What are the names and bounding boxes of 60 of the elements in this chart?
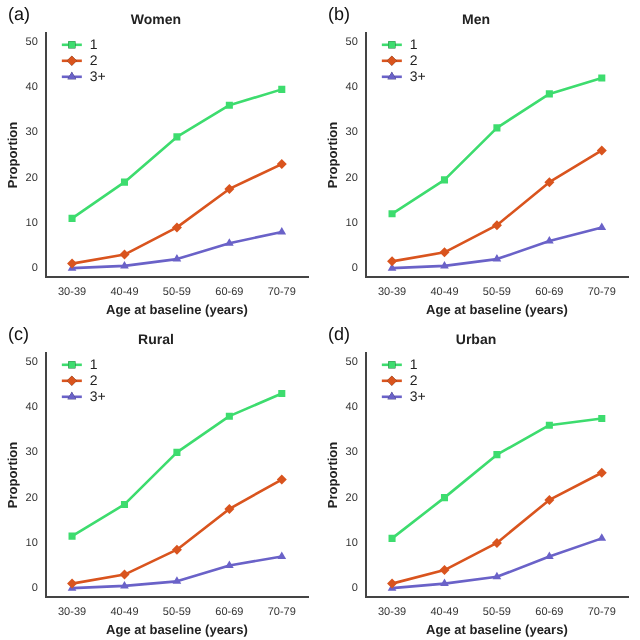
point [545, 551, 554, 559]
point [172, 254, 182, 262]
point [225, 238, 234, 246]
point [171, 222, 182, 233]
text: (a) [8, 4, 30, 24]
point [119, 249, 130, 260]
point [120, 580, 129, 589]
point [439, 247, 450, 258]
point [597, 533, 607, 541]
point [277, 551, 287, 559]
point [492, 571, 502, 580]
point [276, 474, 287, 485]
text: (d) [328, 324, 350, 344]
point [544, 494, 555, 505]
point [225, 412, 233, 420]
point [544, 177, 555, 188]
point [278, 85, 286, 93]
point [278, 390, 286, 398]
point [545, 421, 553, 429]
point [491, 537, 502, 548]
point [597, 222, 607, 230]
point [545, 235, 554, 244]
point [492, 254, 502, 262]
point [225, 101, 233, 109]
point [224, 503, 235, 514]
point [68, 532, 76, 540]
point [119, 569, 130, 580]
point [493, 451, 501, 459]
point [225, 560, 234, 569]
point [440, 260, 449, 269]
point [598, 414, 606, 422]
point [173, 448, 181, 456]
text: (b) [328, 4, 350, 24]
point [493, 124, 501, 132]
point [172, 576, 182, 584]
point [387, 256, 398, 267]
point [596, 145, 607, 156]
point [440, 494, 449, 502]
point [173, 133, 181, 141]
point [598, 74, 606, 82]
text: (c) [8, 324, 29, 344]
point [388, 534, 396, 542]
point [276, 159, 287, 170]
point [67, 258, 78, 269]
point [224, 183, 235, 194]
point [491, 220, 502, 231]
point [120, 178, 129, 186]
point [388, 210, 396, 218]
point [277, 226, 287, 235]
point [440, 176, 449, 184]
point [120, 260, 129, 269]
point [596, 467, 607, 478]
point [67, 578, 78, 589]
point [171, 544, 182, 555]
point [545, 90, 553, 98]
point [439, 565, 450, 576]
point [440, 578, 449, 587]
point [387, 578, 398, 589]
point [120, 500, 129, 508]
point [68, 214, 76, 222]
